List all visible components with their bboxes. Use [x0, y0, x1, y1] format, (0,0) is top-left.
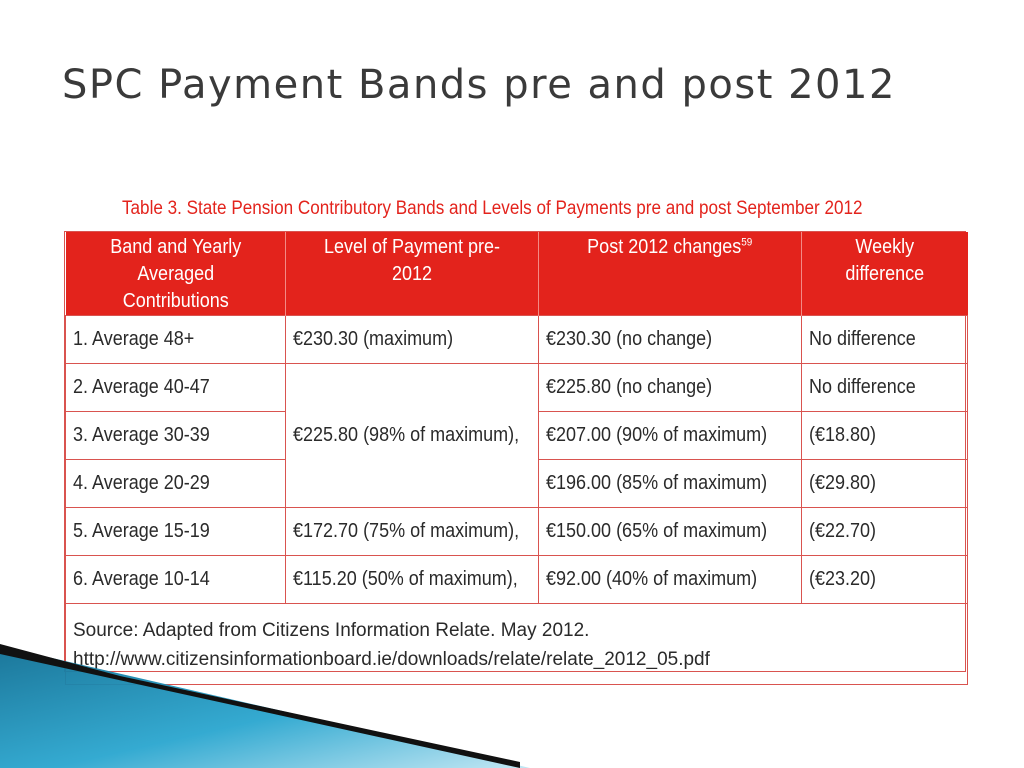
table-header-row: Band and Yearly Averaged Contributions L… [65, 232, 968, 316]
post-2012-cell: €196.00 (85% of maximum) [538, 459, 802, 508]
header-post-2012: Post 2012 changes59 [538, 232, 802, 316]
table-caption: Table 3. State Pension Contributory Band… [122, 198, 863, 219]
post-2012-cell: €207.00 (90% of maximum) [538, 411, 802, 460]
dark-swoosh-shape [0, 644, 520, 768]
pre-2012-merged-cell: €225.80 (98% of maximum), [285, 363, 539, 508]
band-cell: 3. Average 30-39 [65, 411, 286, 460]
table-source-row: Source: Adapted from Citizens Informatio… [65, 603, 968, 685]
weekly-difference-cell: (€18.80) [801, 411, 968, 460]
weekly-difference-cell: (€22.70) [801, 507, 968, 556]
band-cell: 6. Average 10-14 [65, 555, 286, 604]
band-cell: 4. Average 20-29 [65, 459, 286, 508]
header-band-line1: Band and Yearly [109, 236, 241, 258]
post-2012-cell: €150.00 (65% of maximum) [538, 507, 802, 556]
post-2012-cell: €225.80 (no change) [538, 363, 802, 412]
table-row: 5. Average 15-19 €172.70 (75% of maximum… [65, 507, 968, 556]
table-row: 6. Average 10-14 €115.20 (50% of maximum… [65, 555, 968, 604]
slide-title: SPC Payment Bands pre and post 2012 [62, 62, 896, 108]
header-band-line2: Averaged Contributions [122, 263, 229, 312]
weekly-difference-cell: (€23.20) [801, 555, 968, 604]
pre-2012-cell: €115.20 (50% of maximum), [285, 555, 539, 604]
band-cell: 5. Average 15-19 [65, 507, 286, 556]
header-weekly-difference-label: Weekly difference [845, 236, 925, 285]
table-row: 4. Average 20-29 €196.00 (85% of maximum… [65, 459, 968, 508]
post-2012-cell: €92.00 (40% of maximum) [538, 555, 802, 604]
band-cell: 1. Average 48+ [65, 315, 286, 364]
header-weekly-difference: Weekly difference [801, 232, 968, 316]
weekly-difference-cell: (€29.80) [801, 459, 968, 508]
header-pre-2012-label: Level of Payment pre-2012 [323, 236, 501, 285]
pre-2012-cell: €230.30 (maximum) [285, 315, 539, 364]
weekly-difference-cell: No difference [801, 315, 968, 364]
band-cell: 2. Average 40-47 [65, 363, 286, 412]
pension-bands-grid: Band and Yearly Averaged Contributions L… [65, 232, 968, 685]
post-2012-cell: €230.30 (no change) [538, 315, 802, 364]
table-source-note: Source: Adapted from Citizens Informatio… [65, 603, 968, 685]
weekly-difference-cell: No difference [801, 363, 968, 412]
header-pre-2012: Level of Payment pre-2012 [285, 232, 539, 316]
pre-2012-cell: €172.70 (75% of maximum), [285, 507, 539, 556]
table-row: 1. Average 48+ €230.30 (maximum) €230.30… [65, 315, 968, 364]
table-row: 3. Average 30-39 €207.00 (90% of maximum… [65, 411, 968, 460]
table-row: 2. Average 40-47 €225.80 (98% of maximum… [65, 363, 968, 508]
header-post-2012-footnote: 59 [741, 236, 753, 249]
header-post-2012-label: Post 2012 changes [587, 236, 742, 258]
header-band: Band and Yearly Averaged Contributions [65, 232, 286, 316]
slide-corner-decoration [0, 644, 530, 768]
pension-bands-table: Band and Yearly Averaged Contributions L… [64, 231, 968, 685]
